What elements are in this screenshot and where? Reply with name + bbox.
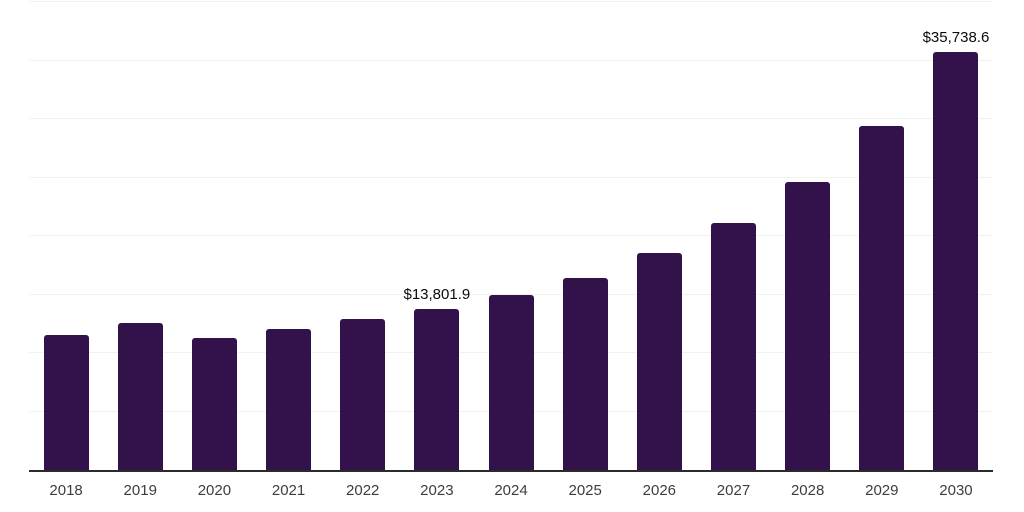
bar-2027[interactable] [710, 223, 756, 470]
bar-2023[interactable] [414, 308, 460, 470]
bar-2028[interactable] [785, 182, 831, 470]
bar-group-2025 [548, 2, 622, 470]
x-axis-label-2030: 2030 [939, 482, 973, 499]
x-axis-label-2021: 2021 [271, 482, 306, 499]
bar-2029[interactable] [859, 125, 905, 470]
bar-group-2024 [474, 2, 548, 470]
bar-2026[interactable] [636, 252, 682, 470]
bar-2019[interactable] [117, 323, 163, 470]
gridline-15000 [29, 293, 993, 295]
x-axis-label-2020: 2020 [197, 482, 232, 499]
gridline-30000 [29, 118, 993, 119]
bar-group-2027 [696, 2, 770, 470]
x-axis-label-2027: 2027 [716, 482, 751, 499]
x-axis-labels: 2018 2019 2020 2021 2022 2023 2024 2025 2026 2027… [29, 482, 993, 500]
gridline-35000 [29, 59, 993, 61]
x-axis-label-2023: 2023 [420, 482, 454, 499]
bar-group-2021 [251, 2, 325, 470]
x-axis-label-2028: 2028 [790, 482, 825, 499]
x-axis-label-2025: 2025 [568, 482, 602, 499]
plot-area: $13,801.9 $35,738.6 [29, 1, 993, 472]
bar-group-2022 [326, 2, 400, 470]
x-axis-label-2022: 2022 [346, 482, 380, 499]
bar-group-2023: $13,801.9 [400, 2, 474, 470]
x-axis-label-2026: 2026 [642, 482, 677, 499]
x-axis-label-2018: 2018 [49, 482, 83, 499]
bar-group-2019 [103, 2, 177, 470]
bar-2025[interactable] [562, 277, 608, 470]
x-axis-label-2019: 2019 [123, 482, 157, 499]
gridline-40000 [29, 1, 993, 2]
bar-group-2020 [177, 2, 251, 470]
x-axis-line [29, 470, 993, 472]
bar-series: $13,801.9 $35,738.6 [29, 2, 993, 470]
bar-2021[interactable] [266, 329, 312, 470]
x-axis-label-2024: 2024 [494, 482, 528, 499]
bar-2030[interactable] [933, 51, 979, 470]
bar-group-2029 [845, 2, 919, 470]
data-label-2023: $13,801.9 [403, 285, 471, 303]
bar-group-2018 [29, 2, 103, 470]
bar-2024[interactable] [488, 294, 534, 470]
bar-group-2028 [771, 2, 845, 470]
gridline-25000 [29, 176, 993, 178]
bar-2022[interactable] [340, 319, 386, 470]
x-axis-label-2029: 2029 [865, 482, 899, 499]
bar-group-2026 [622, 2, 696, 470]
data-label-2030: $35,738.6 [922, 28, 990, 46]
bar-2018[interactable] [43, 335, 89, 470]
bar-2020[interactable] [191, 338, 237, 470]
gridline-20000 [29, 235, 993, 236]
bar-group-2030: $35,738.6 [919, 2, 993, 470]
